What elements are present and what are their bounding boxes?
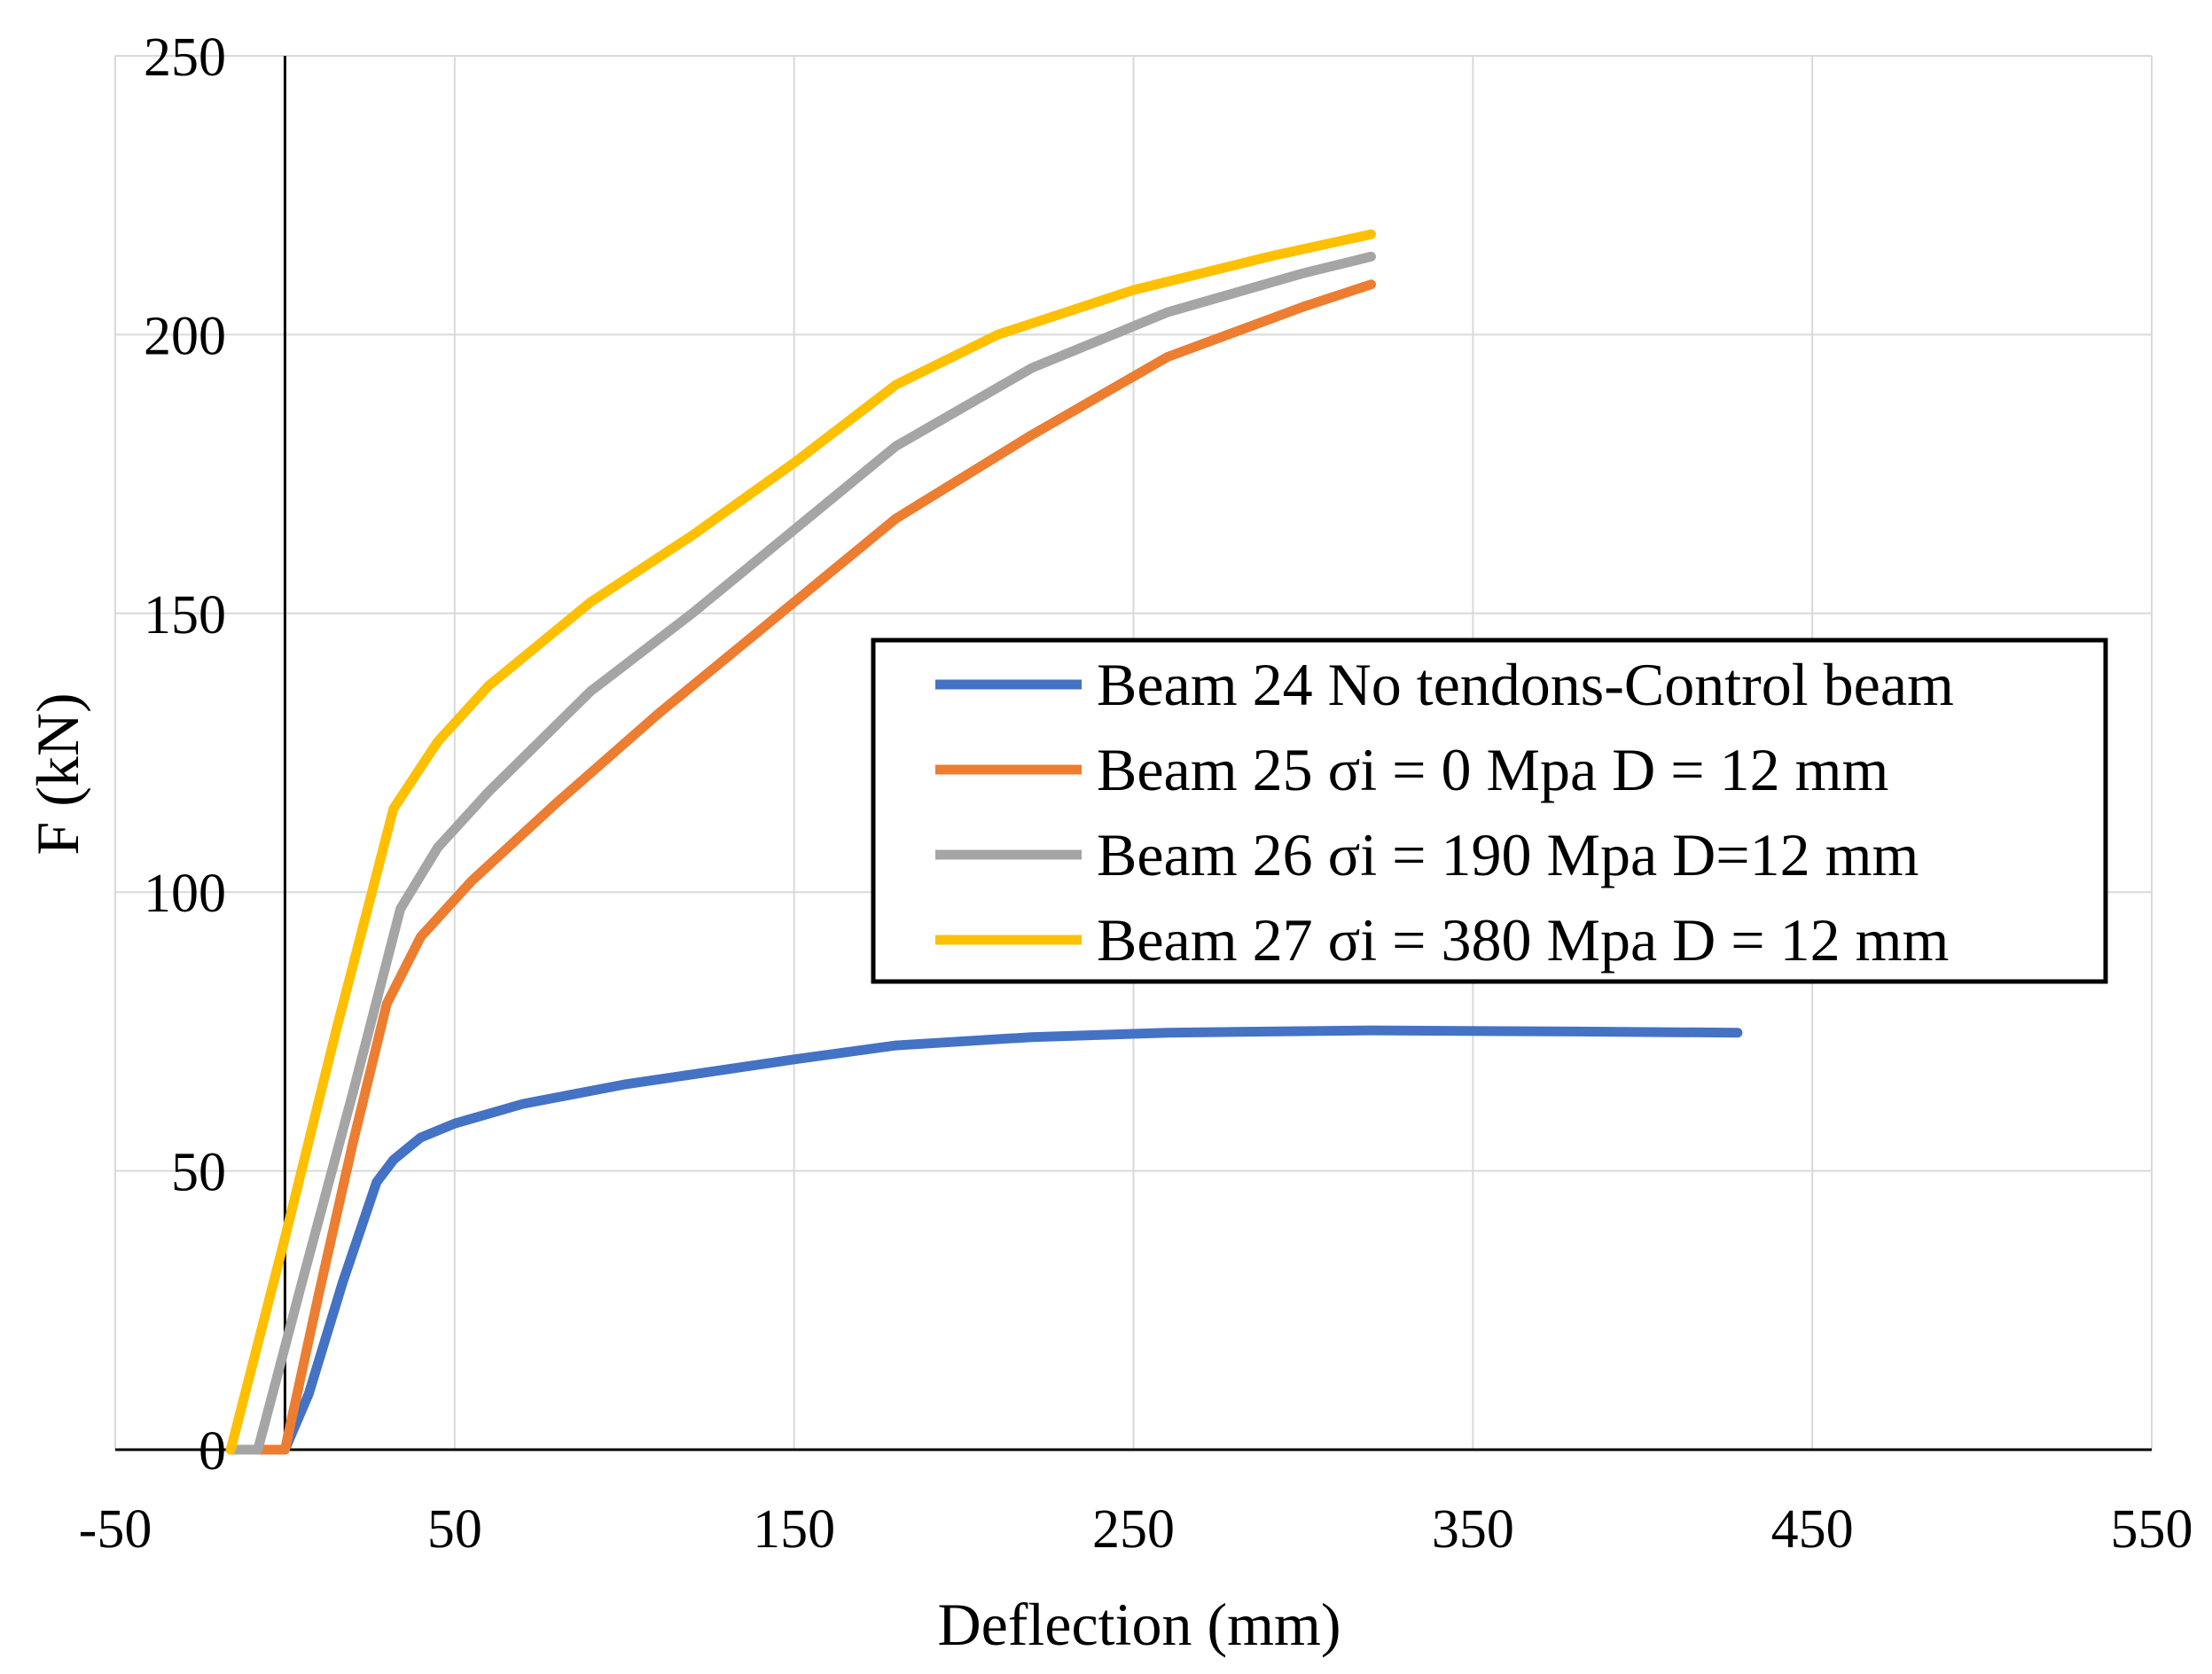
- legend: Beam 24 No tendons-Control beam Beam 25 …: [871, 638, 2108, 984]
- legend-label-beam-25: Beam 25 σi = 0 Mpa D = 12 mm: [1097, 736, 1888, 803]
- series-line-24: [225, 1025, 1743, 1455]
- x-axis-title: Deflection (mm): [937, 1591, 1340, 1658]
- x-tick-label: 150: [753, 1499, 835, 1560]
- axes: [115, 56, 2152, 1451]
- y-tick-label: 100: [144, 864, 226, 924]
- series-line-25: [225, 279, 1376, 1455]
- x-tick-label: 350: [1432, 1499, 1514, 1560]
- legend-label-beam-27: Beam 27 σi = 380 Mpa D = 12 mm: [1097, 906, 1949, 974]
- y-tick-label: 250: [144, 27, 226, 88]
- x-tick-label: -50: [79, 1499, 152, 1560]
- x-tick-label: 550: [2111, 1499, 2193, 1560]
- x-tick-label: 50: [427, 1499, 482, 1560]
- y-axis-title: F (kN): [24, 692, 91, 855]
- legend-box: [871, 638, 2108, 984]
- y-tick-label: 200: [144, 306, 226, 366]
- x-tick-label: 450: [1771, 1499, 1854, 1560]
- series-line-27: [225, 229, 1376, 1455]
- grid: [114, 55, 2153, 1450]
- legend-label-beam-24: Beam 24 No tendons-Control beam: [1097, 651, 1954, 718]
- series-layer: [225, 229, 1743, 1455]
- tick-labels: -50 50 150 250 350 450 550 0 50 100 150 200 250: [79, 27, 2193, 1560]
- y-tick-label: 150: [144, 585, 226, 645]
- y-tick-label: 50: [171, 1143, 226, 1203]
- series-line-26: [225, 251, 1376, 1455]
- x-tick-label: 250: [1092, 1499, 1175, 1560]
- legend-label-beam-26: Beam 26 σi = 190 Mpa D=12 mm: [1097, 821, 1919, 888]
- y-tick-label: 0: [199, 1421, 226, 1482]
